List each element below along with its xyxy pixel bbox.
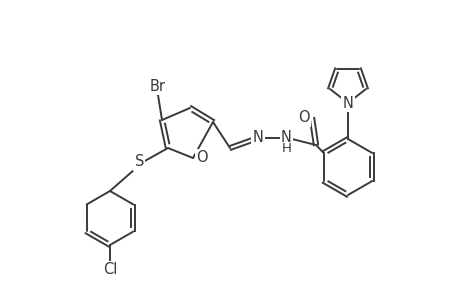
Text: Br: Br [150,79,166,94]
Text: O: O [196,151,207,166]
Text: N: N [280,130,291,146]
Text: N: N [342,95,353,110]
Text: O: O [298,110,309,125]
Text: S: S [134,154,144,169]
Text: N: N [252,130,263,146]
Text: H: H [281,142,291,155]
Text: Cl: Cl [103,262,117,277]
